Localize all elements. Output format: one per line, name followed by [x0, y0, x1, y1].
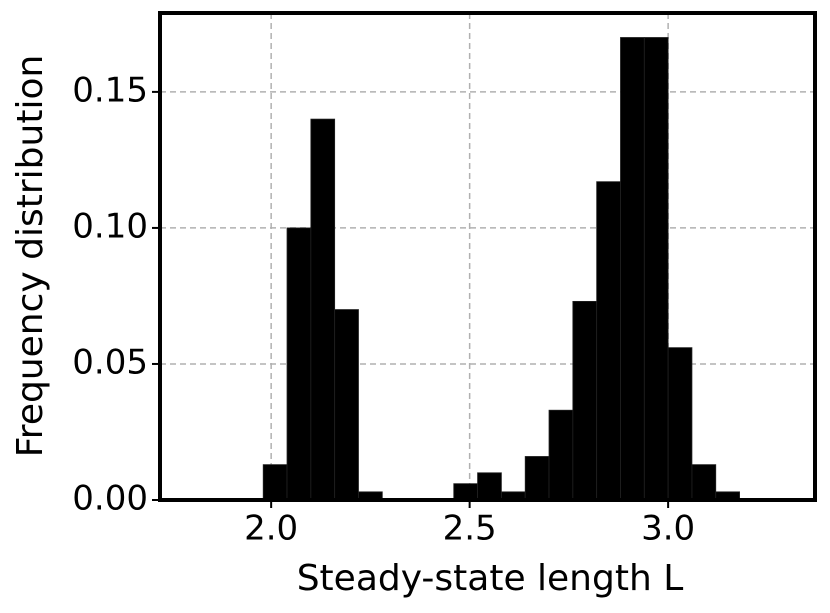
bar	[667, 347, 693, 501]
y-tick-label: 0.05	[72, 342, 148, 382]
bar	[453, 483, 478, 501]
y-tick-label: 0.10	[72, 206, 148, 246]
bar	[477, 472, 502, 501]
bar	[643, 37, 669, 501]
y-tick-label: 0.15	[72, 70, 148, 110]
bar	[691, 464, 717, 501]
bar	[524, 456, 550, 501]
x-axis-label: Steady-state length L	[297, 558, 684, 599]
x-tick-label: 2.0	[244, 509, 298, 549]
bar	[310, 118, 336, 501]
plot-frame	[158, 11, 817, 502]
bar	[286, 227, 312, 501]
bar	[596, 181, 621, 501]
bar	[548, 409, 574, 501]
bar	[262, 464, 288, 501]
bar	[620, 37, 645, 501]
y-axis-label: Frequency distribution	[10, 55, 51, 458]
y-tick-label: 0.00	[72, 479, 148, 519]
x-tick-label: 2.5	[443, 509, 497, 549]
bar	[334, 309, 359, 501]
bar	[572, 300, 598, 501]
x-tick-label: 3.0	[641, 509, 695, 549]
